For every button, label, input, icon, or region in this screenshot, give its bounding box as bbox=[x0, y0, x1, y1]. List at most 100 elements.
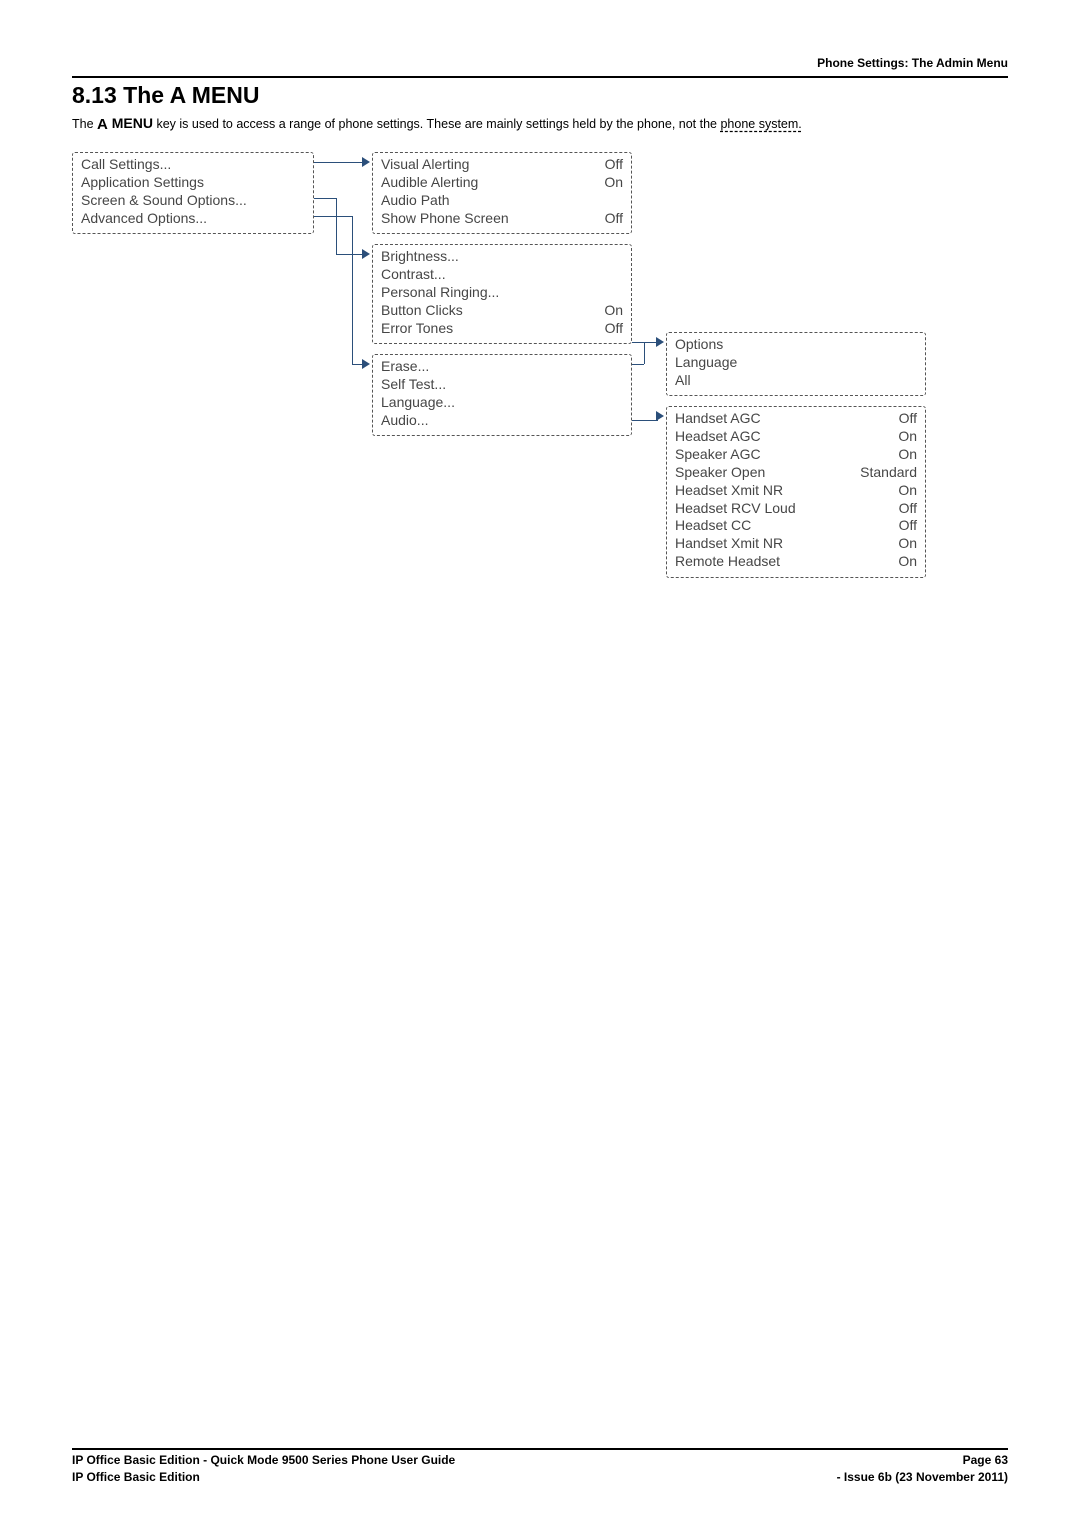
connector bbox=[352, 216, 353, 364]
connector bbox=[656, 337, 664, 347]
menu-row-value: On bbox=[898, 535, 917, 553]
menu-diagram: Call Settings...Application SettingsScre… bbox=[72, 152, 1008, 612]
menu-row: Remote HeadsetOn bbox=[675, 553, 917, 571]
menu-row-label: Headset AGC bbox=[675, 428, 779, 446]
menu-row: Speaker Open Standard bbox=[675, 464, 917, 482]
footer-right: Page 63 - Issue 6b (23 November 2011) bbox=[837, 1452, 1008, 1486]
menu-row-label: Audio... bbox=[381, 412, 446, 430]
menu-row: Handset AGCOff bbox=[675, 410, 917, 428]
a-key-icon: A bbox=[97, 115, 108, 135]
connector bbox=[632, 364, 644, 365]
menu-row-label: Speaker AGC bbox=[675, 446, 779, 464]
menu-row-value: On bbox=[898, 482, 917, 500]
menu-row-label: Button Clicks bbox=[381, 302, 481, 320]
menu-row-label: Headset RCV Loud bbox=[675, 500, 814, 518]
menu-row: Audio Path bbox=[381, 192, 623, 210]
footer-left-line1: IP Office Basic Edition - Quick Mode 950… bbox=[72, 1452, 455, 1469]
menu-row: Error Tones Off bbox=[381, 320, 623, 338]
menu-advanced-box: Erase...Self Test...Language...Audio... bbox=[372, 354, 632, 436]
menu-row-value: Off bbox=[605, 320, 623, 338]
footer-left: IP Office Basic Edition - Quick Mode 950… bbox=[72, 1452, 455, 1486]
menu-row: Language bbox=[675, 354, 917, 372]
menu-row: Show Phone Screen Off bbox=[381, 210, 623, 228]
menu-audio-box: Handset AGCOffHeadset AGC On Speaker AGC On… bbox=[666, 406, 926, 578]
menu-row-label: Application Settings bbox=[81, 174, 222, 192]
menu-row-label: Call Settings... bbox=[81, 156, 189, 174]
menu-row-label: Personal Ringing... bbox=[381, 284, 517, 302]
intro-pre: The bbox=[72, 117, 97, 131]
menu-row: Self Test... bbox=[381, 376, 623, 394]
menu-row: Contrast... bbox=[381, 266, 623, 284]
menu-row-value: Off bbox=[605, 156, 623, 174]
menu-row: Application Settings bbox=[81, 174, 305, 192]
menu-row: Speaker AGC On bbox=[675, 446, 917, 464]
menu-row: All bbox=[675, 372, 917, 390]
connector bbox=[632, 420, 658, 421]
menu-row: Brightness... bbox=[381, 248, 623, 266]
menu-row: Personal Ringing... bbox=[381, 284, 623, 302]
menu-key-label: MENU bbox=[108, 115, 153, 131]
footer-right-line2: - Issue 6b (23 November 2011) bbox=[837, 1469, 1008, 1486]
menu-root-box: Call Settings...Application SettingsScre… bbox=[72, 152, 314, 234]
connector bbox=[362, 157, 370, 167]
connector bbox=[314, 198, 336, 199]
menu-row: Audio... bbox=[381, 412, 623, 430]
menu-row-value: Standard bbox=[860, 464, 917, 482]
footer-rule bbox=[72, 1448, 1008, 1450]
menu-row: Headset CC Off bbox=[675, 517, 917, 535]
menu-row-label: All bbox=[675, 372, 709, 390]
menu-row-value: Off bbox=[899, 500, 917, 518]
menu-row-label: Screen & Sound Options... bbox=[81, 192, 265, 210]
menu-row: Call Settings... bbox=[81, 156, 305, 174]
connector bbox=[336, 198, 337, 254]
menu-row: Options bbox=[675, 336, 917, 354]
menu-row-label: Advanced Options... bbox=[81, 210, 225, 228]
menu-row-label: Headset Xmit NR bbox=[675, 482, 801, 500]
menu-row-label: Language bbox=[675, 354, 755, 372]
menu-row-value: On bbox=[898, 446, 917, 464]
menu-row-value: On bbox=[604, 302, 623, 320]
menu-row-label: Erase... bbox=[381, 358, 447, 376]
menu-row: Advanced Options... bbox=[81, 210, 305, 228]
connector bbox=[362, 359, 370, 369]
menu-row: Headset AGC On bbox=[675, 428, 917, 446]
footer-left-line2: IP Office Basic Edition bbox=[72, 1469, 455, 1486]
connector bbox=[362, 249, 370, 259]
menu-row: Audible Alerting On bbox=[381, 174, 623, 192]
menu-call-settings-box: Visual AlertingOffAudible AlertingOnAudi… bbox=[372, 152, 632, 234]
menu-row-label: Options bbox=[675, 336, 741, 354]
menu-row-label: Self Test... bbox=[381, 376, 464, 394]
connector bbox=[314, 162, 364, 163]
menu-row-value: Off bbox=[605, 210, 623, 228]
connector bbox=[336, 254, 364, 255]
intro-post: key is used to access a range of phone s… bbox=[153, 117, 720, 131]
menu-row-label: Remote Headset bbox=[675, 553, 798, 571]
header-breadcrumb: Phone Settings: The Admin Menu bbox=[817, 56, 1008, 70]
intro-paragraph: The A MENU key is used to access a range… bbox=[72, 114, 1008, 135]
menu-row-label: Language... bbox=[381, 394, 473, 412]
menu-row-label: Error Tones bbox=[381, 320, 471, 338]
menu-row-label: Show Phone Screen bbox=[381, 210, 527, 228]
footer-right-line1: Page 63 bbox=[837, 1452, 1008, 1469]
menu-row: Handset Xmit NROn bbox=[675, 535, 917, 553]
menu-row-value: On bbox=[898, 428, 917, 446]
menu-row-value: On bbox=[604, 174, 623, 192]
menu-row-label: Speaker Open bbox=[675, 464, 783, 482]
menu-row: Erase... bbox=[381, 358, 623, 376]
section-heading: 8.13 The A MENU bbox=[72, 82, 259, 109]
menu-row: Visual Alerting Off bbox=[381, 156, 623, 174]
menu-row-value: Off bbox=[899, 410, 917, 428]
header-rule bbox=[72, 76, 1008, 78]
menu-row-label: Visual Alerting bbox=[381, 156, 487, 174]
menu-row: Headset RCV Loud Off bbox=[675, 500, 917, 518]
menu-screen-sound-box: Brightness...Contrast...Personal Ringing… bbox=[372, 244, 632, 344]
menu-row: Headset Xmit NR On bbox=[675, 482, 917, 500]
connector bbox=[656, 411, 664, 421]
menu-row-label: Contrast... bbox=[381, 266, 464, 284]
menu-row-label: Headset CC bbox=[675, 517, 769, 535]
menu-row-value: Off bbox=[899, 517, 917, 535]
menu-row-label: Audible Alerting bbox=[381, 174, 496, 192]
menu-row-label: Brightness... bbox=[381, 248, 477, 266]
menu-row-label: Audio Path bbox=[381, 192, 468, 210]
connector bbox=[314, 216, 352, 217]
